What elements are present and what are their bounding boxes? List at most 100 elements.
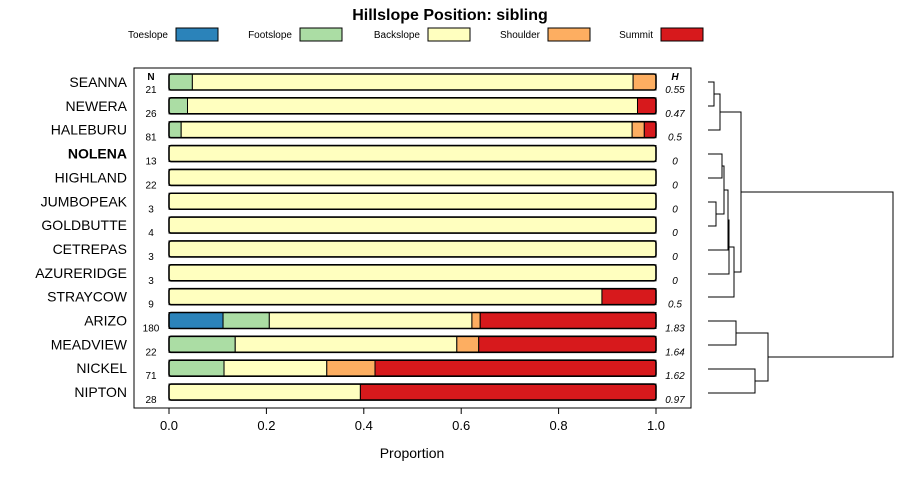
dendrogram-branch: [741, 191, 894, 358]
bar-outline-goldbutte: [168, 216, 657, 234]
row-n-haleburu: 81: [145, 133, 157, 144]
chart-rows: SEANNA 21 0.55 NEWERA 26 0.47 HALEBURU 81 0.5 NOL…: [35, 73, 685, 406]
row-label-meadview: MEADVIEW: [51, 336, 128, 352]
row-h-seanna: 0.55: [665, 85, 685, 96]
dendrogram-branch: [708, 219, 730, 275]
row-n-arizo: 180: [143, 324, 160, 335]
x-tick-label: 0.6: [452, 418, 470, 433]
row-label-cetrepas: CETREPAS: [53, 241, 127, 257]
bar-segment-nipton-summit: [359, 383, 657, 401]
bar-segment-seanna-backslope: [191, 73, 634, 91]
legend-label-toeslope: Toeslope: [128, 30, 168, 41]
legend-label-footslope: Footslope: [248, 30, 292, 41]
dendrogram-branch: [708, 189, 729, 251]
row-h-nickel: 1.62: [665, 371, 685, 382]
row-h-straycow: 0.5: [668, 300, 682, 311]
bar-segment-nickel-backslope: [223, 359, 328, 377]
row-n-cetrepas: 3: [148, 252, 154, 263]
row-h-nolena: 0: [672, 157, 678, 168]
bar-segment-haleburu-backslope: [180, 121, 633, 139]
row-label-straycow: STRAYCOW: [47, 289, 128, 305]
bar-outline-newera: [168, 97, 657, 115]
chart-title: Hillslope Position: sibling: [352, 7, 548, 24]
legend: Toeslope Footslope Backslope Shoulder Summit: [128, 27, 704, 42]
bar-segment-nolena-backslope: [168, 145, 657, 163]
bar-segment-jumbopeak-backslope: [168, 192, 657, 210]
legend-label-summit: Summit: [619, 30, 653, 41]
dendrogram-branch: [716, 165, 725, 215]
dendrogram-branch: [708, 246, 735, 298]
n-header: N: [147, 72, 154, 83]
row-n-seanna: 21: [145, 85, 157, 96]
bar-segment-newera-summit: [636, 97, 657, 115]
x-tick-label: 0.8: [550, 418, 568, 433]
bar-outline-highland: [168, 168, 657, 187]
row-n-azureridge: 3: [148, 276, 154, 287]
bar-segment-cetrepas-backslope: [168, 240, 657, 258]
bar-segment-nipton-backslope: [168, 383, 361, 401]
bar-outline-cetrepas: [168, 240, 657, 258]
row-label-highland: HIGHLAND: [55, 169, 127, 185]
row-label-haleburu: HALEBURU: [51, 122, 127, 138]
bar-segment-highland-backslope: [168, 168, 657, 186]
row-h-highland: 0: [672, 180, 678, 191]
legend-label-backslope: Backslope: [374, 30, 421, 41]
bar-segment-seanna-footslope: [168, 73, 193, 91]
row-h-meadview: 1.64: [665, 347, 685, 358]
bar-segment-seanna-shoulder: [632, 73, 657, 91]
bar-segment-nickel-summit: [374, 359, 657, 377]
row-h-cetrepas: 0: [672, 252, 678, 263]
bar-outline-nickel: [168, 359, 657, 378]
bar-outline-straycow: [168, 287, 657, 306]
dendrogram-branch: [708, 320, 737, 346]
row-label-nickel: NICKEL: [76, 360, 127, 376]
bar-segment-arizo-summit: [479, 312, 657, 329]
bar-segment-meadview-footslope: [168, 335, 236, 353]
bar-segment-haleburu-summit: [643, 121, 657, 139]
row-n-nickel: 71: [145, 371, 157, 382]
bar-outline-jumbopeak: [168, 192, 657, 211]
x-tick-label: 1.0: [647, 418, 665, 433]
row-n-goldbutte: 4: [148, 228, 154, 239]
x-tick-label: 0.4: [355, 418, 373, 433]
row-label-goldbutte: GOLDBUTTE: [41, 217, 127, 233]
legend-swatch-toeslope: [175, 27, 219, 42]
dendrogram-branch: [708, 81, 715, 107]
row-label-nolena: NOLENA: [68, 146, 127, 162]
row-label-jumbopeak: JUMBOPEAK: [41, 193, 128, 209]
legend-label-shoulder: Shoulder: [500, 30, 541, 41]
row-n-nipton: 28: [145, 395, 157, 406]
x-tick-label: 0.0: [160, 418, 178, 433]
row-h-arizo: 1.83: [665, 324, 685, 335]
legend-swatch-summit: [660, 27, 704, 42]
row-h-jumbopeak: 0: [672, 204, 678, 215]
bar-outline-azureridge: [168, 263, 657, 282]
row-h-azureridge: 0: [672, 276, 678, 287]
bar-segment-meadview-shoulder: [456, 335, 480, 353]
bar-segment-haleburu-shoulder: [631, 121, 645, 139]
x-tick-label: 0.2: [257, 418, 275, 433]
bar-segment-meadview-backslope: [234, 335, 458, 353]
dendrogram-branch: [736, 332, 769, 382]
bar-segment-meadview-summit: [478, 335, 657, 353]
row-label-azureridge: AZURERIDGE: [35, 265, 127, 281]
legend-swatch-shoulder: [547, 27, 591, 42]
row-label-arizo: ARIZO: [84, 313, 127, 329]
bar-segment-arizo-backslope: [268, 312, 473, 329]
bar-segment-straycow-summit: [601, 288, 657, 306]
bar-segment-arizo-toeslope: [168, 312, 224, 329]
h-header: H: [671, 72, 679, 83]
dendrogram-branch: [708, 368, 756, 394]
bar-segment-arizo-shoulder: [471, 312, 481, 329]
row-label-nipton: NIPTON: [74, 384, 127, 400]
row-h-goldbutte: 0: [672, 228, 678, 239]
legend-swatch-backslope: [427, 27, 471, 42]
x-axis-label: Proportion: [380, 445, 445, 461]
bar-segment-newera-backslope: [187, 97, 638, 115]
bar-segment-arizo-footslope: [222, 312, 270, 329]
dendrogram-branch: [708, 153, 723, 179]
dendrogram: [708, 81, 894, 394]
row-h-nipton: 0.97: [665, 395, 685, 406]
plot-panel: [133, 67, 692, 409]
